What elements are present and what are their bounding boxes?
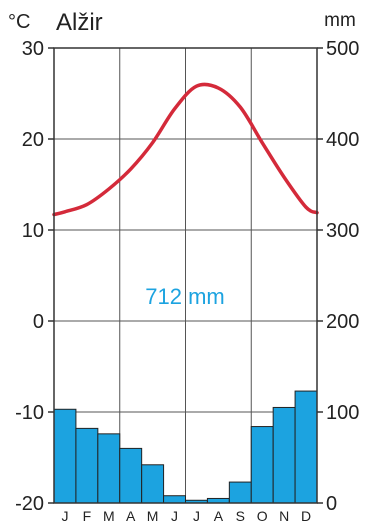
plot-frame <box>53 47 318 504</box>
precipitation-tick-label: 0 <box>326 493 337 515</box>
precipitation-tick-label: 200 <box>326 311 359 333</box>
precipitation-axis: 500 400 300 200 100 0 <box>317 38 359 515</box>
precipitation-bar <box>141 464 165 504</box>
temperature-tick-label: 30 <box>22 38 44 60</box>
precipitation-bar <box>272 406 296 504</box>
annual-precipitation-total: 712 mm <box>145 284 224 309</box>
precipitation-bar <box>250 426 274 504</box>
precipitation-bars <box>53 390 318 504</box>
right-axis-unit: mm <box>324 10 356 31</box>
temperature-tick-label: -10 <box>15 402 44 424</box>
chart-title: Alžir <box>56 9 103 36</box>
month-label: M <box>147 508 159 524</box>
month-label: D <box>301 508 311 524</box>
precipitation-bar <box>53 408 77 504</box>
precipitation-tick-label: 400 <box>326 129 359 151</box>
precipitation-tick-label: 300 <box>326 220 359 242</box>
precipitation-bar <box>228 481 252 504</box>
temperature-line-group <box>52 82 319 217</box>
temperature-line <box>52 82 319 217</box>
month-label: M <box>103 508 115 524</box>
month-label: O <box>257 508 268 524</box>
left-axis-unit: °C <box>8 11 30 33</box>
temperature-axis: 30 20 10 0 -10 -20 <box>15 38 54 515</box>
precipitation-tick-label: 500 <box>326 38 359 60</box>
month-label: A <box>214 508 224 524</box>
precipitation-tick-label: 100 <box>326 402 359 424</box>
month-label: N <box>279 508 289 524</box>
month-label: A <box>126 508 136 524</box>
temperature-tick-label: -20 <box>15 493 44 515</box>
month-label: F <box>83 508 92 524</box>
month-label: S <box>236 508 245 524</box>
month-label: J <box>193 508 200 524</box>
precipitation-bar <box>294 390 318 504</box>
precipitation-bar <box>97 433 121 504</box>
temperature-tick-label: 20 <box>22 129 44 151</box>
temperature-tick-label: 0 <box>33 311 44 333</box>
temperature-tick-label: 10 <box>22 220 44 242</box>
precipitation-bar <box>163 495 186 504</box>
precipitation-bar <box>119 447 143 504</box>
month-label: J <box>171 508 178 524</box>
precipitation-bar <box>75 427 99 504</box>
month-label: J <box>61 508 68 524</box>
